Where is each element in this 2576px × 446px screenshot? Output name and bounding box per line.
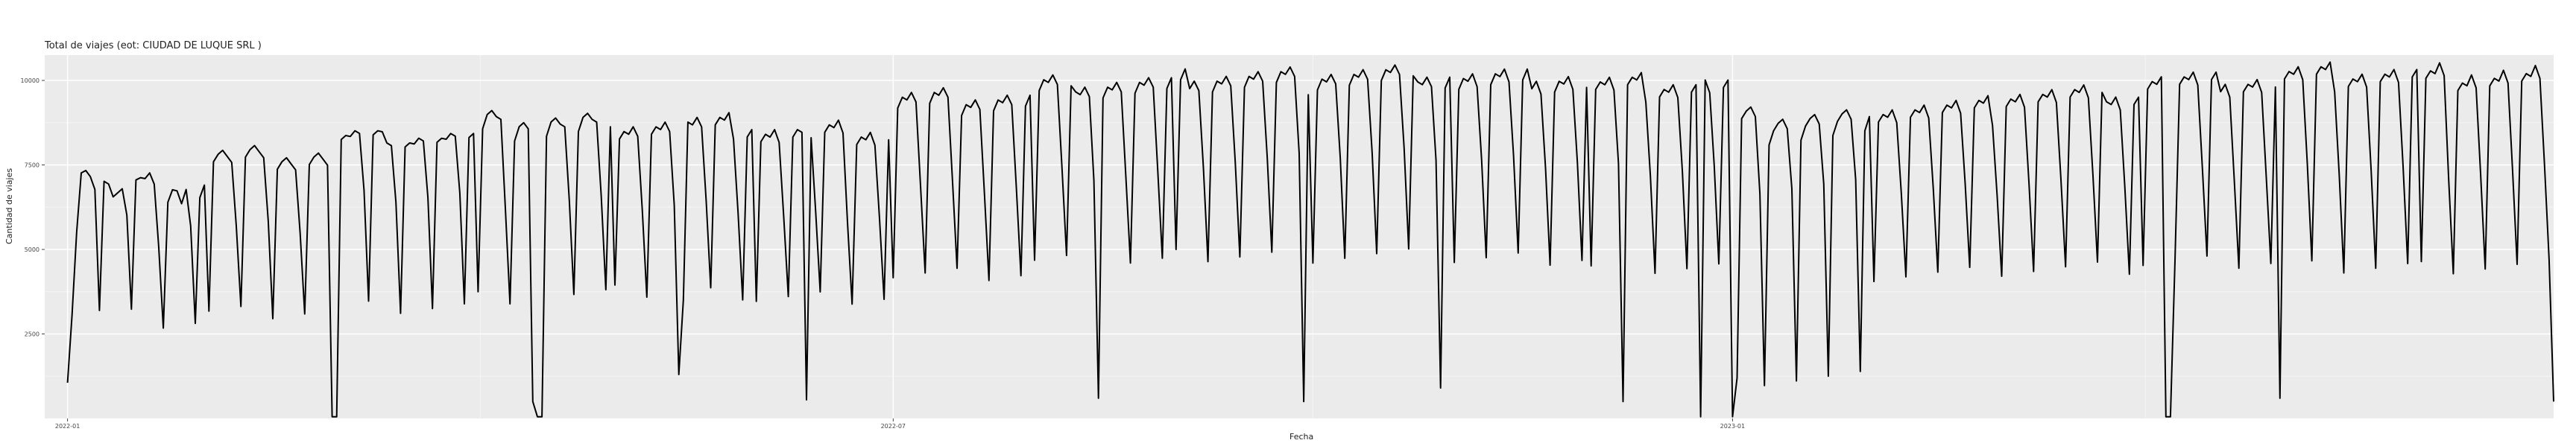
x-tick-label-0: 2022-01 bbox=[55, 423, 80, 430]
y-tick-label-0: 2500 bbox=[25, 331, 40, 338]
chart-title: Total de viajes (eot: CIUDAD DE LUQUE SR… bbox=[45, 40, 262, 51]
x-axis-ticks: 2022-01 2022-07 2023-01 bbox=[55, 418, 1745, 430]
y-tick-label-1: 5000 bbox=[25, 246, 40, 253]
y-tick-label-3: 10000 bbox=[21, 77, 40, 84]
x-tick-label-1: 2022-07 bbox=[881, 423, 906, 430]
grid-minor bbox=[45, 55, 2554, 418]
y-tick-label-2: 7500 bbox=[25, 162, 40, 169]
plot-panel bbox=[45, 55, 2554, 418]
x-axis-label: Fecha bbox=[1289, 432, 1314, 442]
y-axis-ticks: 2500 5000 7500 10000 bbox=[21, 77, 45, 338]
series-line bbox=[66, 61, 2554, 418]
x-tick-label-2: 2023-01 bbox=[1720, 423, 1745, 430]
